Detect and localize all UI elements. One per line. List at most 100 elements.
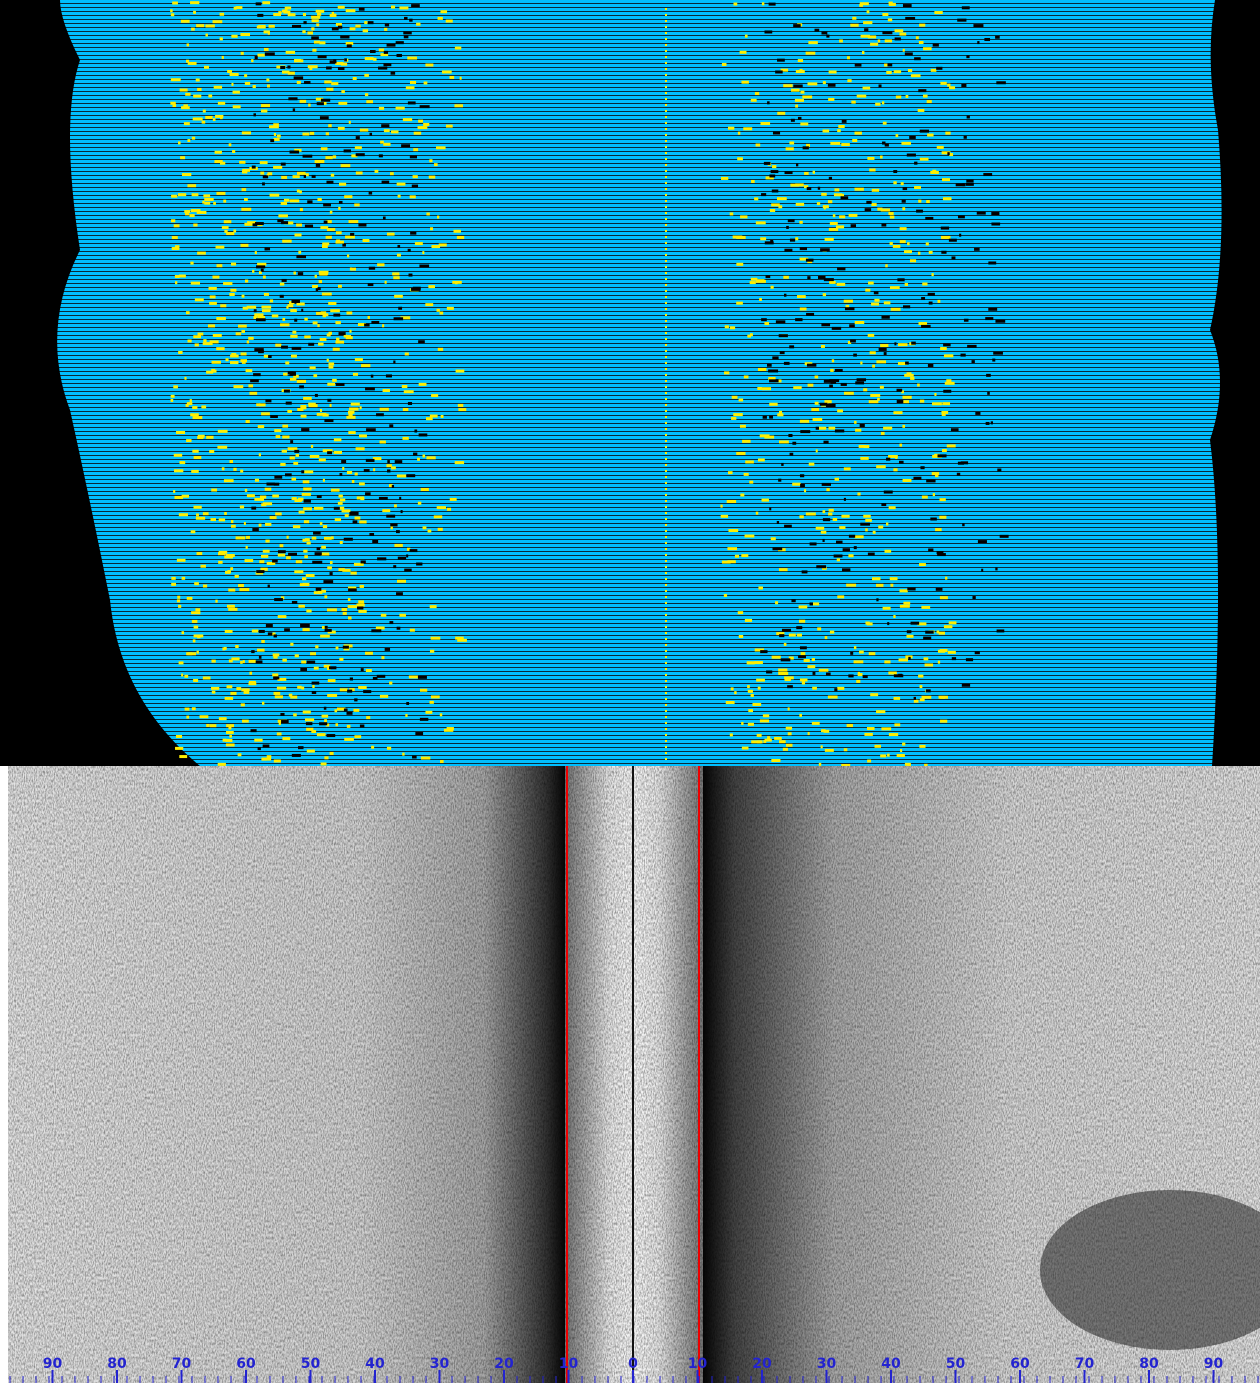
sonar-view: 9080706050403020100102030405060708090 <box>0 0 1260 1383</box>
speck <box>788 219 795 222</box>
speck <box>755 92 759 95</box>
speck <box>988 261 996 264</box>
speck <box>889 733 898 736</box>
speck <box>259 630 265 633</box>
speck <box>302 628 309 631</box>
speck <box>379 154 383 157</box>
speck <box>266 483 274 486</box>
speck <box>259 403 266 406</box>
speck <box>813 171 815 174</box>
speck <box>192 137 195 140</box>
speck <box>214 86 222 89</box>
speck <box>340 688 348 691</box>
speck <box>186 439 191 442</box>
speck <box>262 758 267 761</box>
speck <box>255 479 259 482</box>
speck <box>807 187 812 190</box>
speck <box>227 70 232 73</box>
speck <box>859 4 863 7</box>
speck <box>178 141 181 144</box>
speck <box>740 215 747 218</box>
speck <box>833 214 836 217</box>
speck <box>371 746 374 749</box>
center-dot <box>665 170 667 172</box>
speck <box>201 405 206 408</box>
speck <box>849 535 855 538</box>
center-dot <box>665 626 667 628</box>
speck <box>795 318 802 321</box>
speck <box>186 404 189 407</box>
speck <box>316 312 324 315</box>
center-dot <box>665 74 667 76</box>
speck <box>418 502 421 505</box>
speck <box>844 300 853 303</box>
speck <box>203 677 211 680</box>
speck <box>274 429 281 432</box>
speck <box>836 541 843 544</box>
speck <box>403 31 411 34</box>
speck <box>392 485 394 488</box>
speck <box>303 487 311 490</box>
speck <box>273 13 281 16</box>
speck <box>940 82 946 85</box>
speck <box>862 51 864 54</box>
speck <box>322 242 329 245</box>
speck <box>274 476 282 479</box>
speck <box>219 518 225 521</box>
speck <box>358 224 366 227</box>
speck <box>848 674 853 677</box>
speck <box>244 198 248 201</box>
speck <box>294 319 297 322</box>
speck <box>917 384 920 387</box>
speck <box>312 175 316 178</box>
speck <box>922 283 927 286</box>
speck <box>734 691 736 694</box>
speck <box>327 694 337 697</box>
speck <box>929 302 933 305</box>
speck <box>747 661 754 664</box>
speck <box>192 707 196 710</box>
speck <box>303 550 307 553</box>
speck <box>231 525 236 528</box>
speck <box>326 181 333 184</box>
center-dot <box>665 722 667 724</box>
speck <box>783 748 788 751</box>
speck <box>254 498 264 501</box>
speck <box>241 52 244 55</box>
speck <box>177 559 186 562</box>
speck <box>209 302 217 305</box>
speck <box>834 555 843 558</box>
speck <box>349 330 351 333</box>
speck <box>426 456 435 459</box>
speck <box>314 667 319 670</box>
speck <box>813 418 823 421</box>
center-dot <box>665 248 667 250</box>
speck <box>428 285 435 288</box>
range-label: 50 <box>301 1356 321 1372</box>
speck <box>897 389 903 392</box>
speck <box>902 207 905 210</box>
speck <box>324 80 331 83</box>
speck <box>817 627 821 630</box>
speck <box>437 309 440 312</box>
speck <box>272 673 278 676</box>
speck <box>763 714 769 717</box>
speck <box>228 589 235 592</box>
speck <box>849 324 855 327</box>
speck <box>881 503 886 506</box>
speck <box>447 307 454 310</box>
speck <box>878 526 883 529</box>
speck <box>425 711 432 714</box>
speck <box>269 25 275 28</box>
speck <box>257 14 263 17</box>
speck <box>204 202 210 205</box>
speck <box>222 467 225 470</box>
speck <box>832 327 841 330</box>
center-dot <box>665 326 667 328</box>
speck <box>760 719 769 722</box>
center-dot <box>665 608 667 610</box>
speck <box>851 224 856 227</box>
speck <box>837 267 845 270</box>
speck <box>349 220 359 223</box>
speck <box>384 51 388 54</box>
